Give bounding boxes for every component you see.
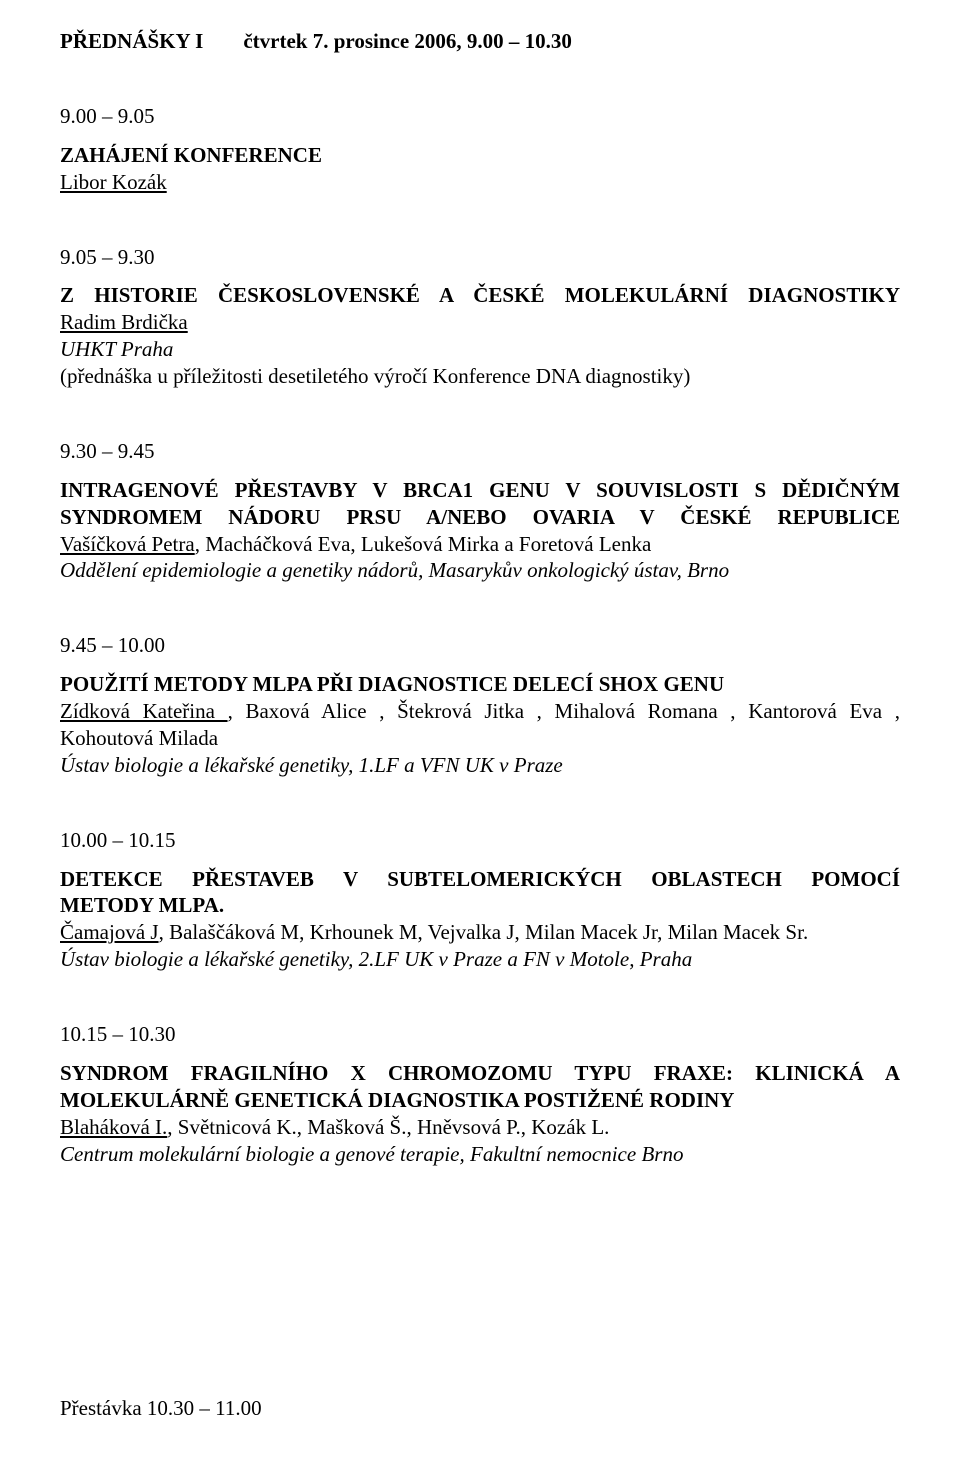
session-label: PŘEDNÁŠKY I xyxy=(60,29,203,53)
time-slot: 10.15 – 10.30 xyxy=(60,1021,900,1048)
time-slot: 9.05 – 9.30 xyxy=(60,244,900,271)
authors: Blaháková I., Světnicová K., Mašková Š.,… xyxy=(60,1114,900,1141)
time-slot: 9.00 – 9.05 xyxy=(60,103,900,130)
program-item: 10.15 – 10.30 SYNDROM FRAGILNÍHO X CHROM… xyxy=(60,1021,900,1167)
authors-rest: , Baxová Alice , Štekrová Jitka , Mihalo… xyxy=(228,699,900,723)
talk-title-line: INTRAGENOVÉ PŘESTAVBY V BRCA1 GENU V SOU… xyxy=(60,477,900,504)
presenter: Radim Brdička xyxy=(60,309,900,336)
authors-rest: , Balaščáková M, Krhounek M, Vejvalka J,… xyxy=(159,920,809,944)
presenter: Vašíčková Petra xyxy=(60,532,195,556)
session-header: PŘEDNÁŠKY I čtvrtek 7. prosince 2006, 9.0… xyxy=(60,28,900,55)
authors-rest: Kohoutová Milada xyxy=(60,725,900,752)
session-datetime: čtvrtek 7. prosince 2006, 9.00 – 10.30 xyxy=(243,29,572,53)
program-item: 9.30 – 9.45 INTRAGENOVÉ PŘESTAVBY V BRCA… xyxy=(60,438,900,584)
affiliation: Centrum molekulární biologie a genové te… xyxy=(60,1141,900,1168)
affiliation: UHKT Praha xyxy=(60,336,900,363)
affiliation: Oddělení epidemiologie a genetiky nádorů… xyxy=(60,557,900,584)
authors-rest: , Světnicová K., Mašková Š., Hněvsová P.… xyxy=(167,1115,609,1139)
presenter: Zídková Kateřina xyxy=(60,699,228,723)
program-item: 9.00 – 9.05 ZAHÁJENÍ KONFERENCE Libor Ko… xyxy=(60,103,900,196)
authors-rest: , Macháčková Eva, Lukešová Mirka a Foret… xyxy=(195,532,652,556)
note: (přednáška u příležitosti desetiletého v… xyxy=(60,363,900,390)
talk-title: ZAHÁJENÍ KONFERENCE xyxy=(60,142,900,169)
authors: Čamajová J, Balaščáková M, Krhounek M, V… xyxy=(60,919,900,946)
time-slot: 10.00 – 10.15 xyxy=(60,827,900,854)
affiliation: Ústav biologie a lékařské genetiky, 1.LF… xyxy=(60,752,900,779)
document-page: PŘEDNÁŠKY I čtvrtek 7. prosince 2006, 9.0… xyxy=(0,0,960,1462)
presenter: Blaháková I. xyxy=(60,1115,167,1139)
time-slot: 9.30 – 9.45 xyxy=(60,438,900,465)
talk-title-line: MOLEKULÁRNĚ GENETICKÁ DIAGNOSTIKA POSTIŽ… xyxy=(60,1087,900,1114)
program-item: 9.45 – 10.00 POUŽITÍ METODY MLPA PŘI DIA… xyxy=(60,632,900,778)
program-item: 9.05 – 9.30 Z HISTORIE ČESKOSLOVENSKÉ A … xyxy=(60,244,900,390)
authors: Zídková Kateřina , Baxová Alice , Štekro… xyxy=(60,698,900,725)
spacer xyxy=(60,1215,900,1395)
program-item: 10.00 – 10.15 DETEKCE PŘESTAVEB V SUBTEL… xyxy=(60,827,900,973)
talk-title: Z HISTORIE ČESKOSLOVENSKÉ A ČESKÉ MOLEKU… xyxy=(60,282,900,309)
talk-title: POUŽITÍ METODY MLPA PŘI DIAGNOSTICE DELE… xyxy=(60,671,900,698)
presenter: Libor Kozák xyxy=(60,169,900,196)
talk-title-line: METODY MLPA. xyxy=(60,892,900,919)
time-slot: 9.45 – 10.00 xyxy=(60,632,900,659)
break-note: Přestávka 10.30 – 11.00 xyxy=(60,1395,900,1422)
authors: Vašíčková Petra, Macháčková Eva, Lukešov… xyxy=(60,531,900,558)
presenter: Čamajová J xyxy=(60,920,159,944)
affiliation: Ústav biologie a lékařské genetiky, 2.LF… xyxy=(60,946,900,973)
talk-title-line: SYNDROMEM NÁDORU PRSU A/NEBO OVARIA V ČE… xyxy=(60,504,900,531)
talk-title-line: DETEKCE PŘESTAVEB V SUBTELOMERICKÝCH OBL… xyxy=(60,866,900,893)
talk-title-line: SYNDROM FRAGILNÍHO X CHROMOZOMU TYPU FRA… xyxy=(60,1060,900,1087)
